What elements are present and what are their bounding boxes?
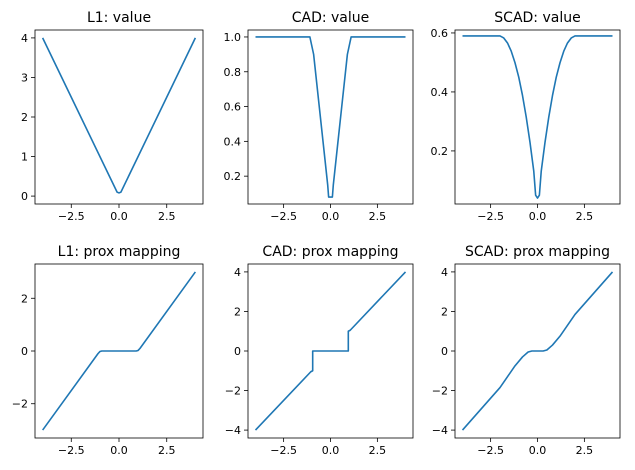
series-line: [41, 271, 197, 431]
y-tick-label: 2: [21, 111, 28, 124]
x-tick-label: 2.5: [369, 444, 387, 457]
x-tick-label: 0.0: [322, 444, 340, 457]
y-tick-label: 0.6: [431, 27, 449, 40]
x-tick-label: −2.5: [270, 210, 297, 223]
y-tick-label: −2: [225, 385, 241, 398]
y-tick-label: 0.4: [224, 135, 242, 148]
x-tick-label: 2.5: [158, 210, 176, 223]
x-tick-label: 2.5: [576, 210, 594, 223]
y-tick-label: 0: [21, 190, 28, 203]
y-tick-label: 0: [234, 345, 241, 358]
y-tick-label: 0: [441, 345, 448, 358]
y-tick-label: 2: [441, 305, 448, 318]
y-tick-label: 0.2: [224, 170, 242, 183]
y-tick-label: −4: [225, 424, 241, 437]
y-tick-label: 0.8: [224, 66, 242, 79]
x-tick-label: −2.5: [58, 444, 85, 457]
series-line: [255, 36, 406, 198]
series-line: [462, 35, 613, 199]
x-tick-label: 0.0: [110, 210, 128, 223]
x-tick-label: 2.5: [576, 444, 594, 457]
y-tick-label: 4: [21, 32, 28, 45]
subplot-4: L1: prox mapping −2.5 0.0 2.5 −2 0 2: [12, 244, 204, 457]
subplot-title: SCAD: prox mapping: [465, 244, 610, 260]
axes-frame: [247, 29, 414, 205]
x-tick-label: 0.0: [322, 210, 340, 223]
x-tick-label: −2.5: [477, 444, 504, 457]
subplot-5: CAD: prox mapping −2.5 0.0 2.5 −4 −2 0 2 4: [225, 244, 414, 457]
x-tick-label: 0.0: [529, 210, 547, 223]
x-tick-label: 0.0: [529, 444, 547, 457]
y-tick-label: 0.6: [224, 101, 242, 114]
subplot-1: L1: value −2.5 0.0 2.5 0 1 2 3 4: [21, 10, 204, 223]
axes-frame: [454, 29, 621, 205]
axes-frame: [34, 29, 204, 205]
x-tick-label: 2.5: [158, 444, 176, 457]
y-tick-label: 0.4: [431, 86, 449, 99]
subplot-title: CAD: value: [292, 10, 370, 26]
y-tick-label: −2: [432, 385, 448, 398]
y-tick-label: 2: [234, 305, 241, 318]
y-tick-label: 4: [234, 266, 241, 279]
series-line: [41, 37, 197, 194]
x-tick-label: 0.0: [110, 444, 128, 457]
series-line: [254, 271, 407, 431]
y-tick-label: 0.2: [431, 145, 449, 158]
series-line: [461, 271, 614, 431]
subplot-2: CAD: value −2.5 0.0 2.5 0.2 0.4 0.6 0.8 1.0: [224, 10, 414, 223]
y-tick-label: 2: [21, 292, 28, 305]
subplot-3: SCAD: value −2.5 0.0 2.5 0.2 0.4 0.6: [431, 10, 621, 223]
x-tick-label: −2.5: [58, 210, 85, 223]
subplot-6: SCAD: prox mapping −2.5 0.0 2.5 −4 −2 0 2 4: [432, 244, 621, 457]
x-tick-label: 2.5: [369, 210, 387, 223]
y-tick-label: −2: [12, 398, 28, 411]
y-tick-label: 1: [21, 151, 28, 164]
x-tick-label: −2.5: [477, 210, 504, 223]
y-tick-label: 1.0: [224, 31, 242, 44]
subplot-title: L1: prox mapping: [58, 244, 181, 260]
y-tick-label: 0: [21, 345, 28, 358]
subplot-title: SCAD: value: [494, 10, 580, 26]
y-tick-label: 3: [21, 71, 28, 84]
subplot-title: CAD: prox mapping: [262, 244, 398, 260]
y-tick-label: −4: [432, 424, 448, 437]
subplot-title: L1: value: [87, 10, 151, 26]
y-tick-label: 4: [441, 266, 448, 279]
x-tick-label: −2.5: [270, 444, 297, 457]
